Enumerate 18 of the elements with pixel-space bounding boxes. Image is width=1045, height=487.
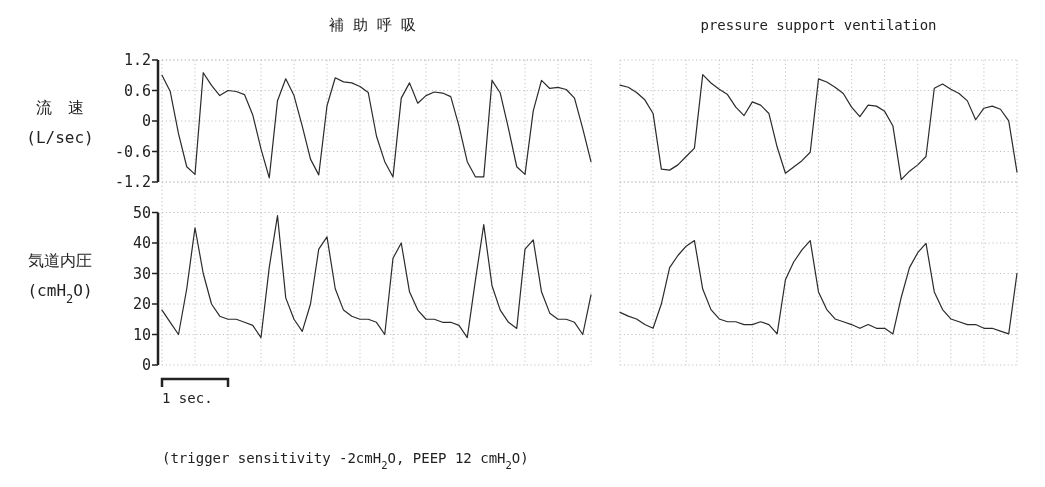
y-tick-label: 30 (132, 264, 151, 283)
text: (trigger sensitivity -2cmH$_{2}$O, PEEP 12 cmH$_{2}$O) (162, 450, 529, 471)
y-tick-label: 10 (132, 325, 151, 344)
y-axis-title: 流 速 (L/sec) (26, 98, 94, 147)
line-series (161, 214, 592, 339)
y-tick-label: 0.6 (123, 81, 151, 100)
y-tick-label: 40 (132, 234, 151, 252)
y-tick-label: 50 (132, 203, 151, 222)
y-axis-title: 気道内圧 (cmH$_{2}$O) (27, 250, 93, 306)
y-tick-label: -0.6 (114, 142, 151, 161)
y-tick-label: -1.2 (114, 173, 151, 191)
text: 1 sec. (162, 390, 213, 406)
y-tick-label: 0 (141, 112, 151, 130)
y-tick-label: 20 (132, 295, 151, 313)
y-tick-label: 0 (141, 356, 151, 374)
chart-title: pressure support ventilation (700, 17, 937, 33)
y-tick-label: 1.2 (123, 51, 151, 69)
chart-title: 補助呼吸 (328, 16, 425, 34)
